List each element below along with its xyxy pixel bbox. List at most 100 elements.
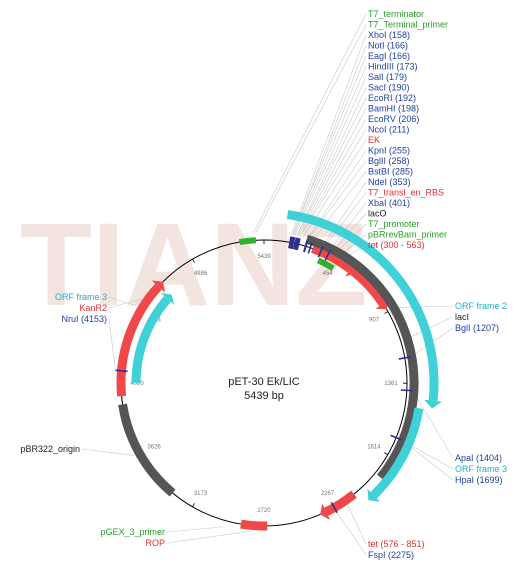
feature-arrow xyxy=(151,280,166,293)
site-mark xyxy=(291,237,296,250)
feature-arrow xyxy=(367,488,380,502)
label-right: T7_Terminal_primer xyxy=(368,20,448,30)
label-right: NcoI (211) xyxy=(368,125,409,135)
leader-line xyxy=(331,202,367,249)
label-right: XhoI (158) xyxy=(368,30,410,40)
feature-t7-terminator xyxy=(238,237,257,246)
label-right: T7_promoter xyxy=(368,219,420,229)
label-right: BglII (258) xyxy=(368,156,410,166)
site-mark xyxy=(293,237,298,250)
label-side: ApaI (1404) xyxy=(455,453,502,463)
label-right: SacI (190) xyxy=(368,83,410,93)
tick-label: 3173 xyxy=(194,491,208,497)
label-side: tet (576 - 851) xyxy=(368,539,425,549)
label-right: SalI (179) xyxy=(368,72,407,82)
label-side: FspI (2275) xyxy=(368,550,414,560)
feature-arcs xyxy=(116,210,443,531)
feature-tet-lower xyxy=(324,490,357,516)
leader-line xyxy=(108,298,142,309)
leader-line xyxy=(108,318,116,371)
tick-label: 2267 xyxy=(321,491,335,497)
site-mark xyxy=(296,238,301,251)
site-mark xyxy=(289,236,294,249)
leader-line xyxy=(323,181,367,245)
site-mark xyxy=(400,389,413,392)
tick-line xyxy=(384,311,389,314)
feature-arrow xyxy=(160,292,175,305)
leader-line xyxy=(256,24,367,233)
tick-label: 1361 xyxy=(384,381,398,387)
site-mark xyxy=(288,236,292,249)
label-side: HpaI (1699) xyxy=(455,475,503,485)
label-right: EcoRI (192) xyxy=(368,93,416,103)
site-mark xyxy=(115,369,128,373)
feature-t7-promoter xyxy=(316,257,328,268)
label-side: KanR2 xyxy=(79,303,107,313)
leader-line xyxy=(347,505,367,545)
feature-grey-main xyxy=(305,234,419,481)
site-mark xyxy=(294,237,299,250)
leader-line xyxy=(406,316,454,340)
label-side: pGEX_3_primer xyxy=(100,527,165,537)
site-mark xyxy=(307,241,313,254)
label-side: NruI (4153) xyxy=(61,314,107,324)
leader-line xyxy=(166,531,251,544)
label-right: T7_terminator xyxy=(368,9,424,19)
feature-orf-frame-3-right xyxy=(370,407,424,499)
label-right: BstBI (285) xyxy=(368,167,413,177)
leader-line xyxy=(325,192,367,246)
label-right: NotI (166) xyxy=(368,41,408,51)
tick-label: 4080 xyxy=(130,381,144,387)
leader-line xyxy=(341,234,367,254)
site-mark xyxy=(390,434,403,441)
site-mark xyxy=(317,245,324,258)
leader-line xyxy=(294,76,367,236)
label-right: EagI (166) xyxy=(368,51,410,61)
leader-line xyxy=(292,45,367,235)
tick-label: 5439 xyxy=(257,254,271,260)
tick-line xyxy=(192,258,195,263)
label-right: BamHI (198) xyxy=(368,104,419,114)
tick-label: 4986 xyxy=(194,271,208,277)
tick-label: 907 xyxy=(369,318,380,324)
plasmid-size: 5439 bp xyxy=(244,390,284,402)
tick-label: 454 xyxy=(323,271,334,277)
feature-orf-frame-3-left xyxy=(131,295,171,383)
leader-line xyxy=(292,55,367,235)
label-right: T7_transl_en_RBS xyxy=(368,188,444,198)
feature-tet-300-563 xyxy=(310,244,354,273)
feature-rop xyxy=(240,519,268,531)
label-side: ORF frame 3 xyxy=(55,292,107,302)
label-right: XbaI (401) xyxy=(368,198,410,208)
plasmid-name: pET-30 Ek/LIC xyxy=(228,376,300,388)
site-mark xyxy=(330,501,338,514)
leader-line xyxy=(108,296,137,307)
feature-orf-frame-2 xyxy=(286,210,439,402)
tick-line xyxy=(384,452,388,455)
label-right: tet (300 - 563) xyxy=(368,240,425,250)
site-mark xyxy=(398,356,411,360)
leader-line xyxy=(336,512,367,556)
feature-tet-576-851 xyxy=(349,266,387,307)
leader-line xyxy=(293,66,367,236)
leader-line xyxy=(291,34,367,235)
tick-label: 3626 xyxy=(147,445,161,451)
leader-line xyxy=(412,390,454,459)
restriction-site-marks xyxy=(115,236,413,514)
site-mark xyxy=(324,249,332,261)
leader-line xyxy=(312,171,367,241)
label-right: lacO xyxy=(368,209,387,219)
leader-line xyxy=(253,13,367,233)
leader-line xyxy=(392,305,454,308)
label-right: HindIII (173) xyxy=(368,62,418,72)
label-right: pBRrevBam_primer xyxy=(368,230,447,240)
leader-line xyxy=(166,526,225,533)
feature-arrow xyxy=(424,399,443,409)
feature-arrow xyxy=(320,503,331,520)
label-right: NdeI (353) xyxy=(368,177,411,187)
label-side: ORF frame 3 xyxy=(455,464,507,474)
label-right: EcoRV (206) xyxy=(368,114,419,124)
feature-pbr322-origin xyxy=(118,403,176,497)
label-side: pBR322_origin xyxy=(20,444,80,454)
label-right: KpnI (255) xyxy=(368,146,410,156)
